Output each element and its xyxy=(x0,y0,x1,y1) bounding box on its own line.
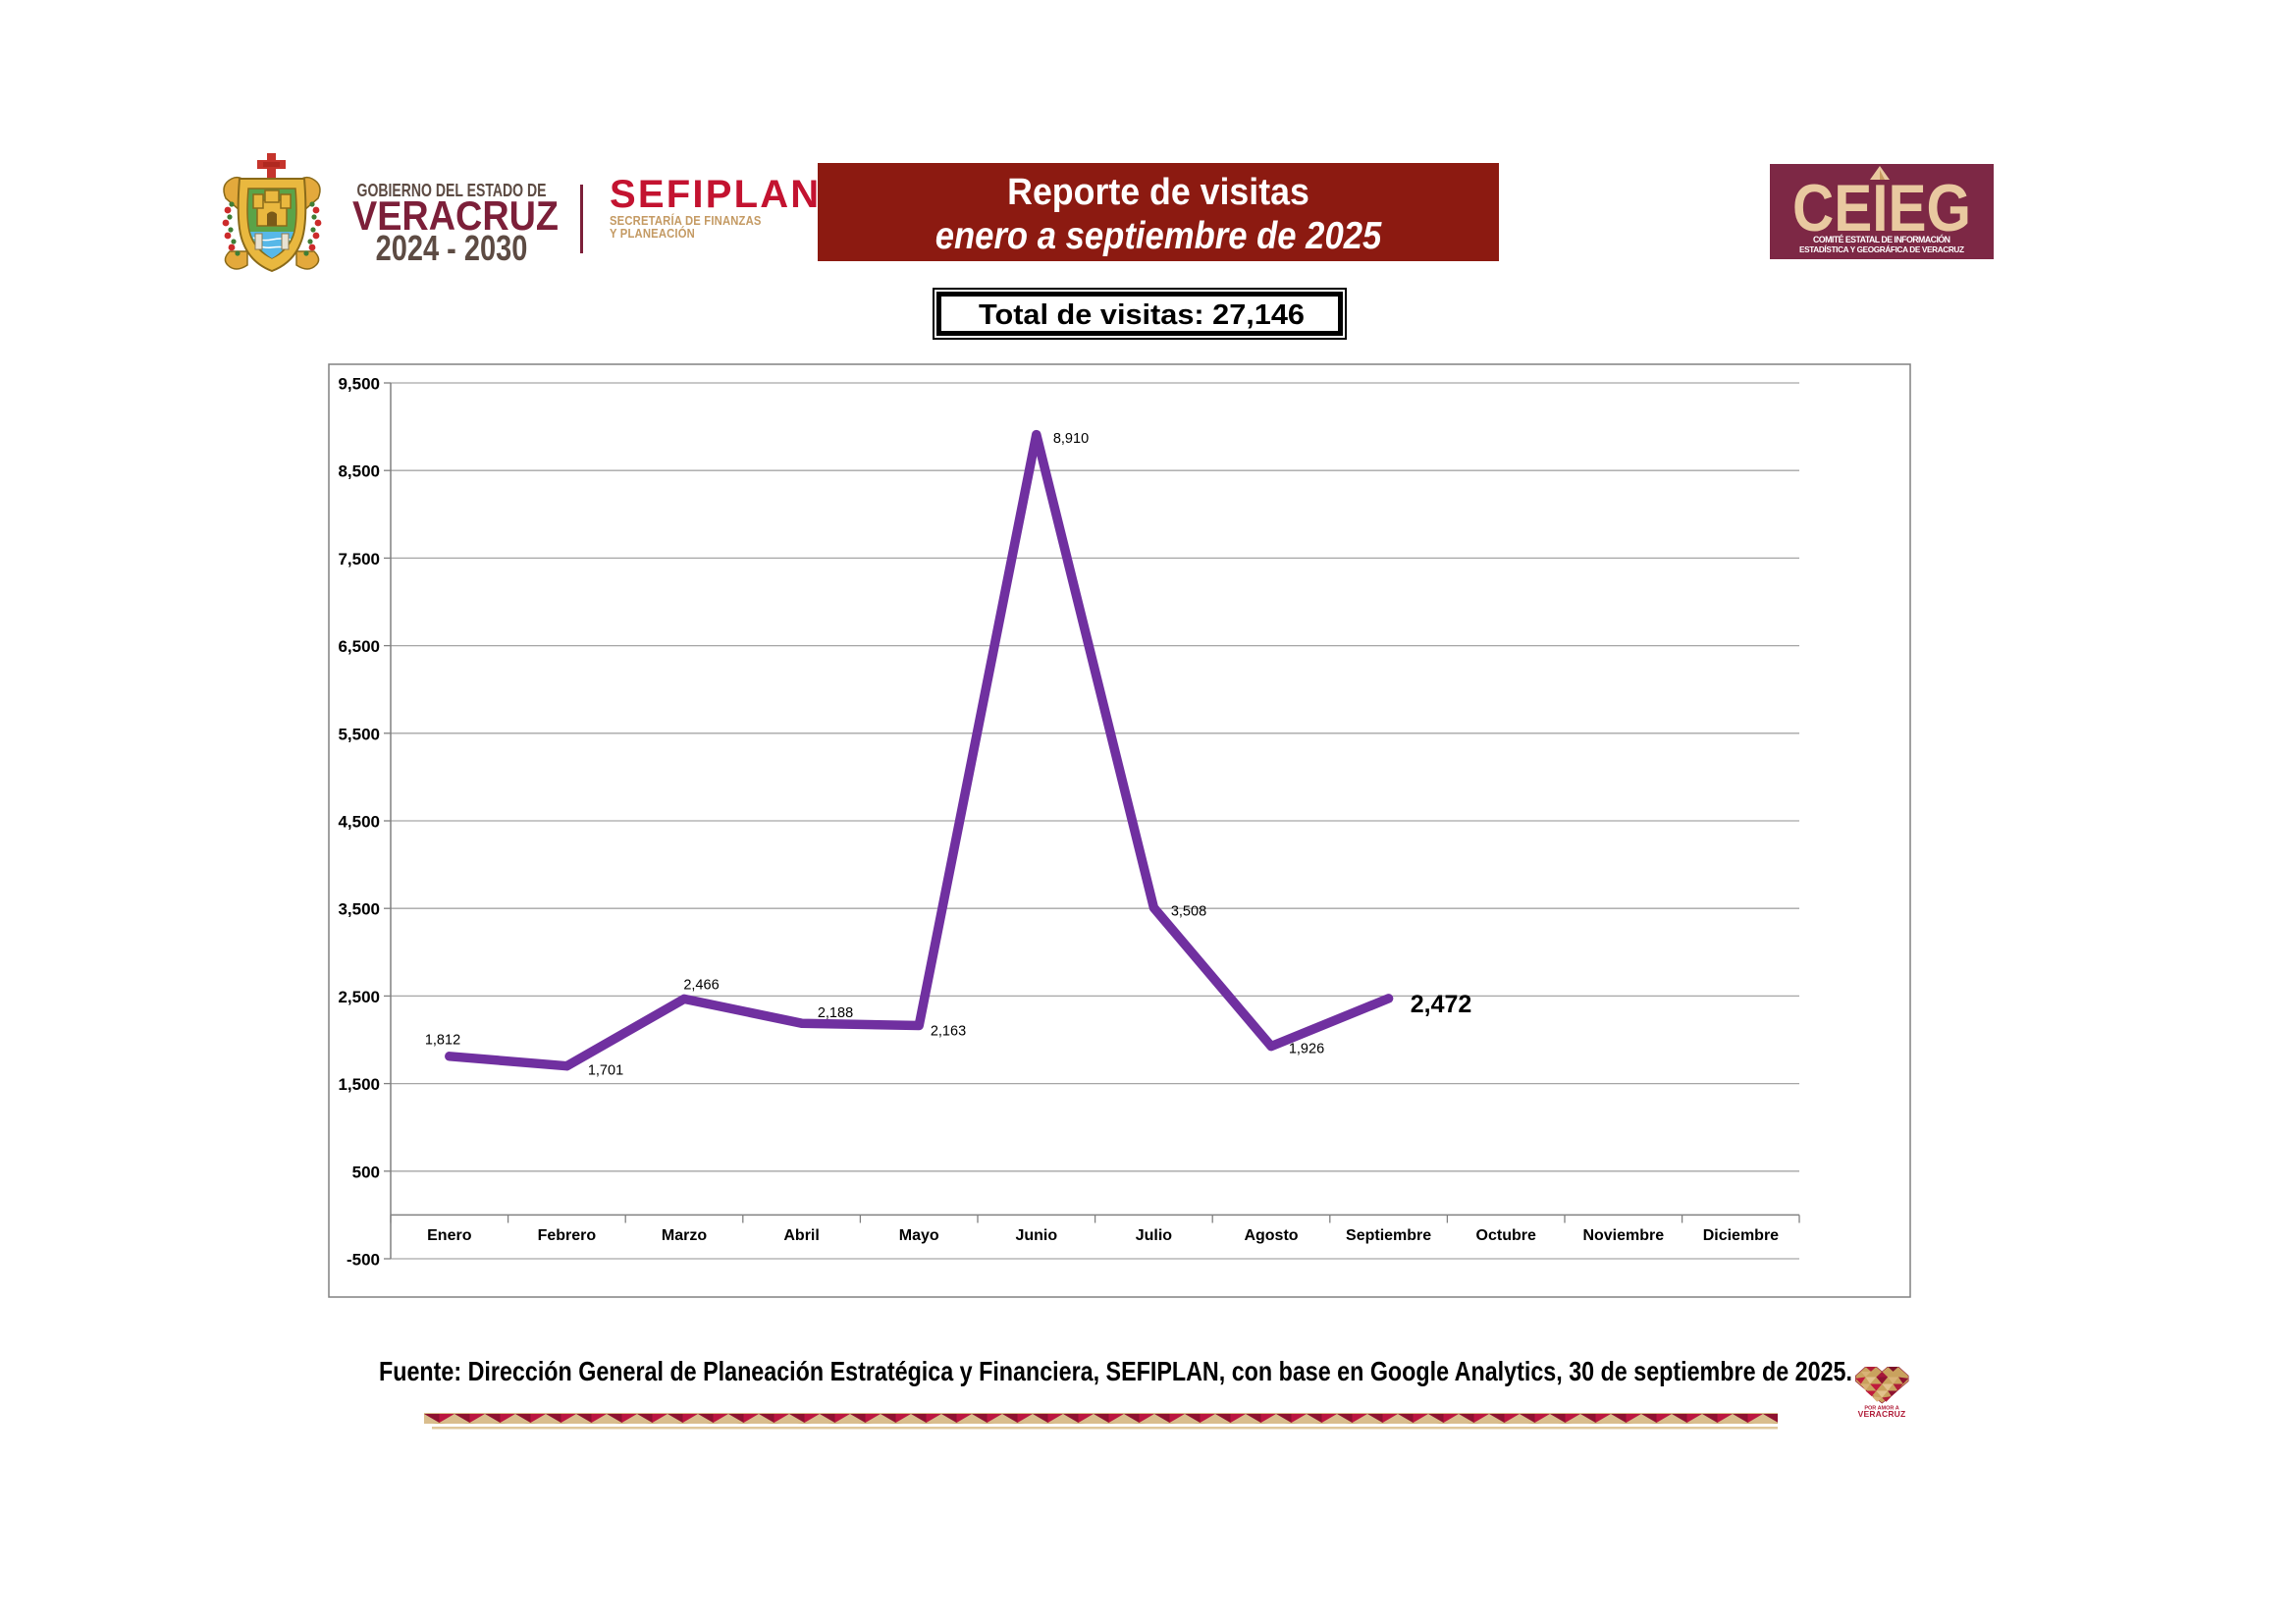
svg-text:5,500: 5,500 xyxy=(338,725,380,743)
svg-text:2,472: 2,472 xyxy=(1411,991,1472,1018)
svg-text:ESTADÍSTICA Y GEOGRÁFICA DE VE: ESTADÍSTICA Y GEOGRÁFICA DE VERACRUZ xyxy=(1799,244,1964,254)
svg-text:Junio: Junio xyxy=(1015,1227,1057,1244)
svg-text:Octubre: Octubre xyxy=(1476,1227,1536,1244)
svg-text:CEIEG: CEIEG xyxy=(1792,171,1971,245)
svg-text:7,500: 7,500 xyxy=(338,550,380,568)
svg-text:-500: -500 xyxy=(347,1251,380,1270)
svg-text:2,163: 2,163 xyxy=(931,1023,966,1039)
svg-text:Diciembre: Diciembre xyxy=(1703,1227,1779,1244)
svg-text:Agosto: Agosto xyxy=(1244,1227,1298,1244)
svg-text:POR AMOR A: POR AMOR A xyxy=(1864,1406,1898,1412)
svg-text:9,500: 9,500 xyxy=(338,375,380,394)
svg-text:VERACRUZ: VERACRUZ xyxy=(1858,1409,1906,1418)
svg-text:1,701: 1,701 xyxy=(588,1062,623,1078)
svg-text:Abril: Abril xyxy=(783,1227,819,1244)
svg-text:8,500: 8,500 xyxy=(338,462,380,481)
svg-text:3,500: 3,500 xyxy=(338,900,380,919)
svg-text:Febrero: Febrero xyxy=(538,1227,597,1244)
svg-text:2,188: 2,188 xyxy=(818,1005,853,1021)
svg-text:2,500: 2,500 xyxy=(338,988,380,1006)
svg-text:1,500: 1,500 xyxy=(338,1075,380,1094)
svg-text:Septiembre: Septiembre xyxy=(1346,1227,1431,1244)
svg-text:Enero: Enero xyxy=(427,1227,472,1244)
svg-text:Total de visitas: 27,146: Total de visitas: 27,146 xyxy=(979,299,1305,331)
svg-text:1,926: 1,926 xyxy=(1289,1041,1324,1056)
svg-text:Mayo: Mayo xyxy=(899,1227,939,1244)
svg-text:1,812: 1,812 xyxy=(425,1032,460,1048)
svg-text:Julio: Julio xyxy=(1136,1227,1173,1244)
svg-text:8,910: 8,910 xyxy=(1053,431,1089,447)
svg-text:4,500: 4,500 xyxy=(338,813,380,832)
svg-text:Noviembre: Noviembre xyxy=(1582,1227,1664,1244)
svg-text:6,500: 6,500 xyxy=(338,637,380,656)
svg-text:500: 500 xyxy=(352,1163,380,1181)
svg-text:COMITÉ ESTATAL DE INFORMACIÓN: COMITÉ ESTATAL DE INFORMACIÓN xyxy=(1813,234,1950,244)
svg-text:Marzo: Marzo xyxy=(662,1227,707,1244)
svg-text:3,508: 3,508 xyxy=(1171,903,1206,919)
svg-text:2,466: 2,466 xyxy=(683,977,719,993)
